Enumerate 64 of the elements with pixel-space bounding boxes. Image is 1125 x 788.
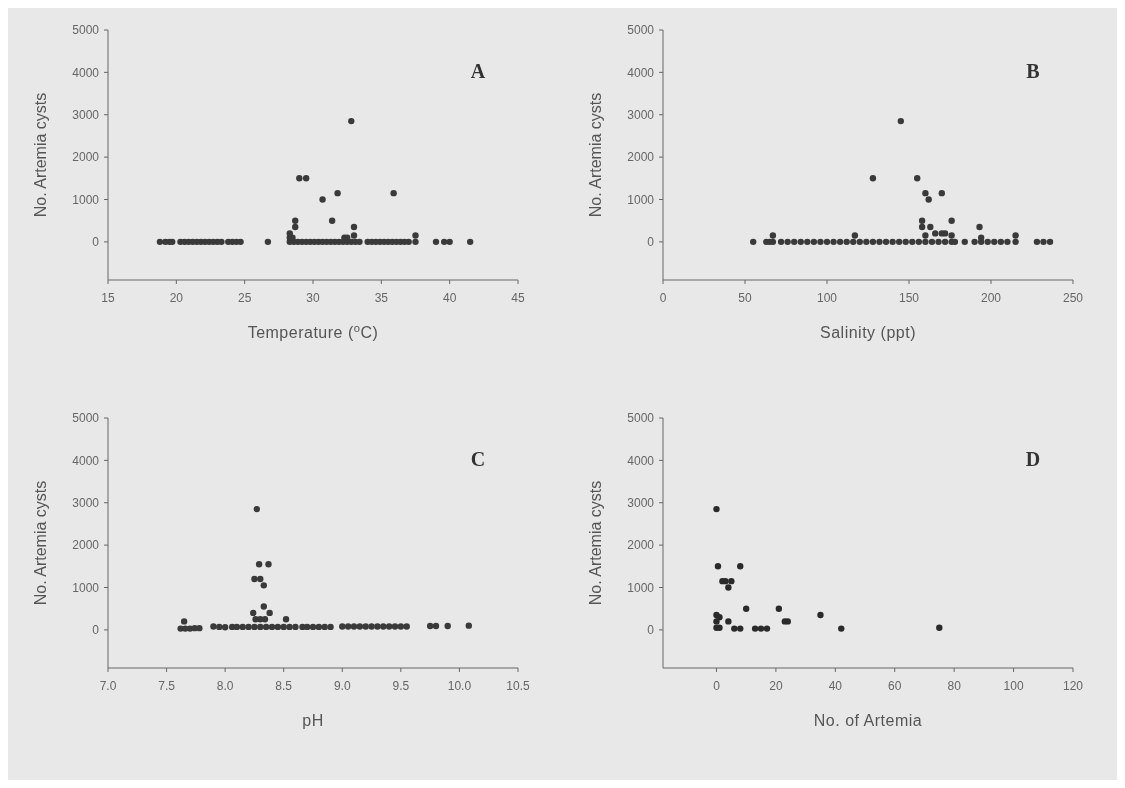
y-axis-title: No. Artemia cysts — [587, 480, 604, 606]
y-tick-label: 1000 — [627, 192, 655, 207]
x-tick-label: 40 — [828, 679, 843, 693]
x-tick-label: 15 — [101, 291, 115, 305]
x-tick-label: 0 — [659, 291, 667, 305]
y-axis-title: No. Artemia cysts — [32, 92, 49, 218]
y-tick-label: 3000 — [627, 107, 655, 122]
x-tick-label: 8.0 — [216, 679, 234, 693]
x-tick-label: 150 — [898, 291, 920, 305]
x-tick-label: 40 — [442, 291, 457, 305]
x-tick-label: 45 — [511, 291, 525, 305]
x-tick-label: 60 — [888, 679, 902, 693]
x-tick-label: 80 — [947, 679, 962, 693]
annotation: D — [1025, 448, 1041, 470]
y-tick-label: 1000 — [72, 580, 100, 595]
y-tick-label: 2000 — [72, 538, 100, 553]
y-tick-label: 5000 — [72, 23, 100, 38]
y-tick-label: 0 — [647, 623, 655, 638]
y-tick-label: 4000 — [627, 65, 655, 80]
x-tick-label: 20 — [769, 679, 783, 693]
x-tick-label: 30 — [306, 291, 320, 305]
y-tick-label: 0 — [92, 235, 100, 250]
x-axis-title: pH — [302, 712, 324, 729]
y-tick-label: 4000 — [72, 65, 100, 80]
y-axis-title: No. Artemia cysts — [32, 480, 49, 606]
x-tick-label: 250 — [1062, 291, 1084, 305]
x-tick-label: 20 — [169, 291, 184, 305]
y-tick-label: 2000 — [72, 150, 100, 165]
y-axis-title: No. Artemia cysts — [587, 92, 604, 218]
x-tick-label: 7.0 — [99, 679, 117, 693]
y-tick-label: 1000 — [72, 192, 100, 207]
x-tick-label: 100 — [1003, 679, 1024, 693]
y-tick-label: 4000 — [627, 453, 655, 468]
y-tick-label: 3000 — [72, 495, 100, 510]
y-tick-label: 4000 — [72, 453, 100, 468]
x-tick-label: 100 — [816, 291, 838, 305]
x-tick-label: 9.0 — [333, 679, 351, 693]
x-tick-label: 0 — [713, 679, 721, 693]
x-tick-label: 10.0 — [447, 679, 472, 693]
x-tick-label: 200 — [980, 291, 1002, 305]
y-tick-label: 5000 — [627, 411, 655, 426]
y-tick-label: 5000 — [627, 23, 655, 38]
x-tick-label: 25 — [237, 291, 252, 305]
y-tick-label: 0 — [647, 235, 655, 250]
x-tick-label: 7.5 — [158, 679, 176, 693]
y-tick-label: 2000 — [627, 150, 655, 165]
y-tick-label: 3000 — [72, 107, 100, 122]
x-tick-label: 9.5 — [392, 679, 410, 693]
x-tick-label: 50 — [738, 291, 752, 305]
x-axis-title: Temperature ($^{o}$C) — [247, 322, 379, 341]
x-tick-label: 8.5 — [275, 679, 293, 693]
x-axis-title: Salinity (ppt) — [820, 324, 916, 341]
y-tick-label: 0 — [92, 623, 100, 638]
x-tick-label: 35 — [374, 291, 389, 305]
annotation: B — [1026, 60, 1040, 82]
annotation: A — [470, 60, 486, 82]
y-tick-label: 3000 — [627, 495, 655, 510]
x-tick-label: 120 — [1062, 679, 1084, 693]
x-axis-title: No. of Artemia — [813, 712, 923, 729]
y-tick-label: 2000 — [627, 538, 655, 553]
y-tick-label: 5000 — [72, 411, 100, 426]
annotation: C — [470, 448, 486, 470]
y-tick-label: 1000 — [627, 580, 655, 595]
x-tick-label: 10.5 — [506, 679, 530, 693]
